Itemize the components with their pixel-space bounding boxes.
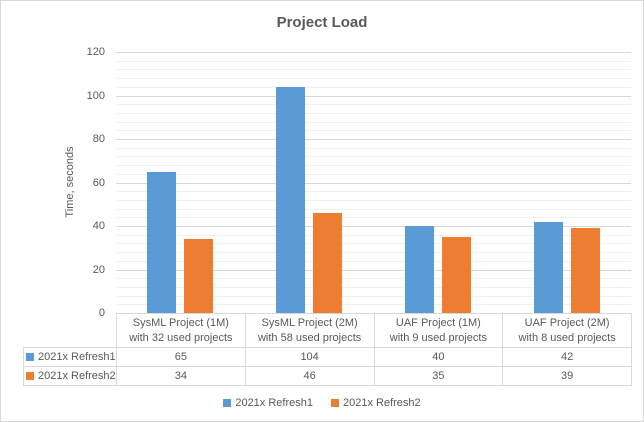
- major-gridline: [116, 95, 631, 97]
- plot-area: [116, 52, 631, 313]
- minor-gridline: [116, 130, 631, 132]
- minor-gridline: [116, 156, 631, 158]
- minor-gridline: [116, 112, 631, 114]
- major-gridline: [116, 182, 631, 184]
- minor-gridline: [116, 147, 631, 149]
- minor-gridline: [116, 165, 631, 167]
- legend-swatch: [223, 399, 232, 407]
- minor-gridline: [116, 121, 631, 123]
- legend-item-2: 2021x Refresh2: [331, 397, 421, 409]
- bar-series2-cat4: [570, 228, 600, 313]
- y-tick-label: 0: [98, 307, 105, 319]
- bar-series1-cat3: [404, 226, 434, 313]
- value-cell-s2-c1: 34: [116, 366, 246, 386]
- major-gridline: [116, 269, 631, 271]
- bar-series1-cat1: [147, 171, 177, 313]
- legend-item-1: 2021x Refresh1: [223, 397, 313, 409]
- value-cell-s2-c2: 46: [244, 366, 375, 386]
- bar-series2-cat1: [184, 239, 214, 313]
- y-tick-label: 20: [92, 263, 105, 276]
- value-cell-s1-c1: 65: [116, 347, 246, 367]
- data-table: SysML Project (1M) with 32 used projects…: [23, 313, 632, 386]
- minor-gridline: [116, 208, 631, 210]
- data-table-grid: SysML Project (1M) with 32 used projects…: [23, 313, 632, 386]
- bar-series1-cat4: [533, 221, 563, 313]
- series-label: 2021x Refresh2: [38, 370, 116, 383]
- chart-title: Project Load: [276, 14, 368, 31]
- data-table-row: 2021x Refresh1 65 104 40 42: [23, 347, 632, 367]
- series-label-cell: 2021x Refresh1: [23, 347, 117, 367]
- series-label-cell: 2021x Refresh2: [23, 366, 117, 386]
- minor-gridline: [116, 304, 631, 306]
- minor-gridline: [116, 199, 631, 201]
- minor-gridline: [116, 243, 631, 245]
- minor-gridline: [116, 260, 631, 262]
- minor-gridline: [116, 278, 631, 280]
- legend-label: 2021x Refresh2: [343, 397, 421, 409]
- value-cell-s1-c3: 40: [373, 347, 504, 367]
- minor-gridline: [116, 60, 631, 62]
- category-header-2: SysML Project (2M) with 58 used projects: [244, 313, 375, 348]
- minor-gridline: [116, 217, 631, 219]
- value-cell-s1-c2: 104: [244, 347, 375, 367]
- bar-series2-cat2: [313, 212, 343, 313]
- y-tick-label: 60: [92, 176, 105, 189]
- series-key-swatch: [26, 372, 34, 381]
- legend: 2021x Refresh1 2021x Refresh2: [1, 397, 643, 409]
- bar-series2-cat3: [441, 236, 471, 313]
- major-gridline: [116, 226, 631, 227]
- data-table-header-row: SysML Project (1M) with 32 used projects…: [24, 313, 632, 348]
- value-cell-s1-c4: 42: [502, 347, 632, 367]
- series-label: 2021x Refresh1: [38, 351, 116, 364]
- value-cell-s2-c3: 35: [373, 366, 504, 386]
- minor-gridline: [116, 69, 631, 71]
- category-header-4: UAF Project (2M) with 8 used projects: [502, 313, 632, 348]
- y-tick-label: 40: [92, 220, 105, 232]
- series-key-swatch: [26, 353, 34, 362]
- y-tick-label: 100: [86, 89, 105, 102]
- bar-series1-cat2: [276, 86, 306, 313]
- minor-gridline: [116, 78, 631, 80]
- y-tick-label: 80: [92, 133, 105, 145]
- minor-gridline: [116, 86, 631, 88]
- minor-gridline: [116, 295, 631, 297]
- data-table-row: 2021x Refresh2 34 46 35 39: [23, 366, 632, 386]
- major-gridline: [116, 52, 631, 53]
- minor-gridline: [116, 191, 631, 193]
- minor-gridline: [116, 252, 631, 254]
- minor-gridline: [116, 173, 631, 175]
- major-gridline: [116, 139, 631, 140]
- minor-gridline: [116, 104, 631, 106]
- category-header-3: UAF Project (1M) with 9 used projects: [373, 313, 504, 348]
- data-table-corner-cell: [24, 314, 117, 348]
- y-tick-label: 120: [86, 46, 105, 58]
- minor-gridline: [116, 286, 631, 288]
- value-cell-s2-c4: 39: [502, 366, 632, 386]
- legend-label: 2021x Refresh1: [235, 397, 313, 409]
- minor-gridline: [116, 234, 631, 236]
- legend-swatch: [331, 399, 339, 407]
- category-header-1: SysML Project (1M) with 32 used projects: [116, 313, 246, 348]
